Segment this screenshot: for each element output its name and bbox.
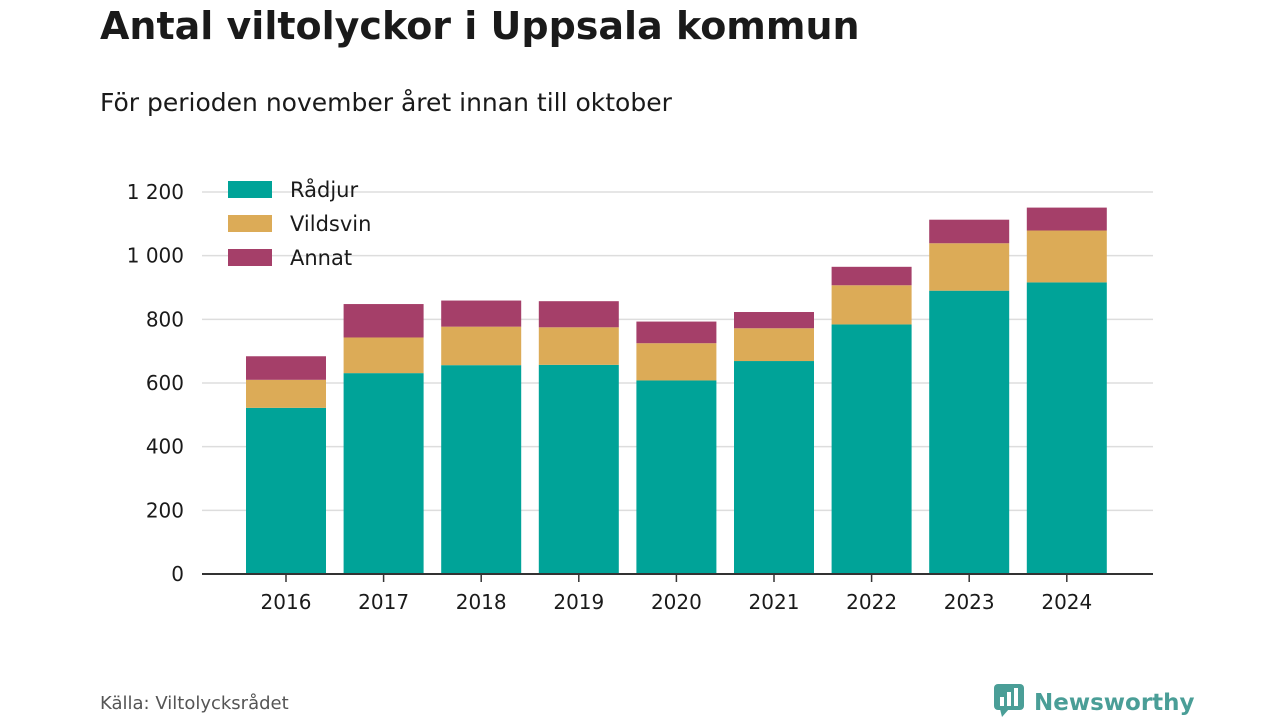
legend-swatch [228, 215, 272, 232]
x-tick-label: 2021 [749, 590, 800, 614]
legend-label: Rådjur [290, 177, 358, 202]
source-note: Källa: Viltolycksrådet [100, 693, 289, 714]
y-tick-label: 800 [146, 307, 184, 331]
x-tick-label: 2017 [358, 590, 409, 614]
bar-segment [246, 379, 326, 408]
legend-label: Vildsvin [290, 212, 371, 236]
bar-segment [538, 327, 619, 365]
y-tick-label: 1 200 [127, 180, 184, 204]
chart-subtitle: För perioden november året innan till ok… [100, 88, 672, 117]
bar-segment [636, 380, 717, 574]
brand-logo[interactable]: Newsworthy [994, 684, 1195, 722]
y-tick-label: 400 [146, 435, 184, 459]
bar-segment [343, 373, 424, 574]
bar-segment [831, 266, 912, 286]
stacked-bar-chart: 0 200 400 600 800 1 000 1 200 2016 2017 2018 2019 2… [127, 177, 1153, 614]
bars [246, 207, 1107, 574]
bar-segment [734, 328, 814, 362]
bar-segment [538, 301, 619, 328]
bar-segment [1026, 282, 1107, 574]
bar-segment [343, 337, 424, 374]
bar-segment [929, 219, 1010, 244]
x-tick-label: 2024 [1041, 590, 1092, 614]
bar-segment [734, 361, 814, 574]
bar-segment [441, 300, 522, 327]
bar-chart-speech-bubble-icon [994, 684, 1024, 722]
bar-segment [734, 312, 814, 329]
y-tick-label: 200 [146, 498, 184, 522]
axes: 0 200 400 600 800 1 000 1 200 2016 2017 2018 2019 2… [127, 180, 1153, 614]
x-tick-label: 2018 [456, 590, 507, 614]
x-tick-label: 2016 [261, 590, 312, 614]
bar-segment [636, 321, 717, 344]
bar-segment [441, 326, 522, 366]
bar-segment [929, 243, 1010, 291]
x-tick-label: 2019 [553, 590, 604, 614]
bar-segment [441, 365, 522, 574]
x-tick-label: 2020 [651, 590, 702, 614]
bar-segment [636, 343, 717, 381]
legend-label: Annat [290, 246, 352, 270]
bar-segment [929, 290, 1010, 574]
x-tick-label: 2023 [944, 590, 995, 614]
bar-segment [246, 407, 326, 574]
legend: Rådjur Vildsvin Annat [228, 177, 371, 270]
bar-segment [1026, 207, 1107, 231]
y-tick-label: 0 [171, 562, 184, 586]
y-tick-label: 1 000 [127, 244, 184, 268]
chart-title: Antal viltolyckor i Uppsala kommun [100, 4, 860, 48]
bar-segment [1026, 230, 1107, 283]
legend-swatch [228, 249, 272, 266]
bar-segment [246, 356, 326, 380]
bar-segment [538, 364, 619, 574]
bar-segment [831, 324, 912, 574]
y-tick-label: 600 [146, 371, 184, 395]
bar-segment [343, 304, 424, 338]
x-tick-label: 2022 [846, 590, 897, 614]
brand-name: Newsworthy [1034, 690, 1195, 716]
legend-swatch [228, 181, 272, 198]
bar-segment [831, 285, 912, 325]
